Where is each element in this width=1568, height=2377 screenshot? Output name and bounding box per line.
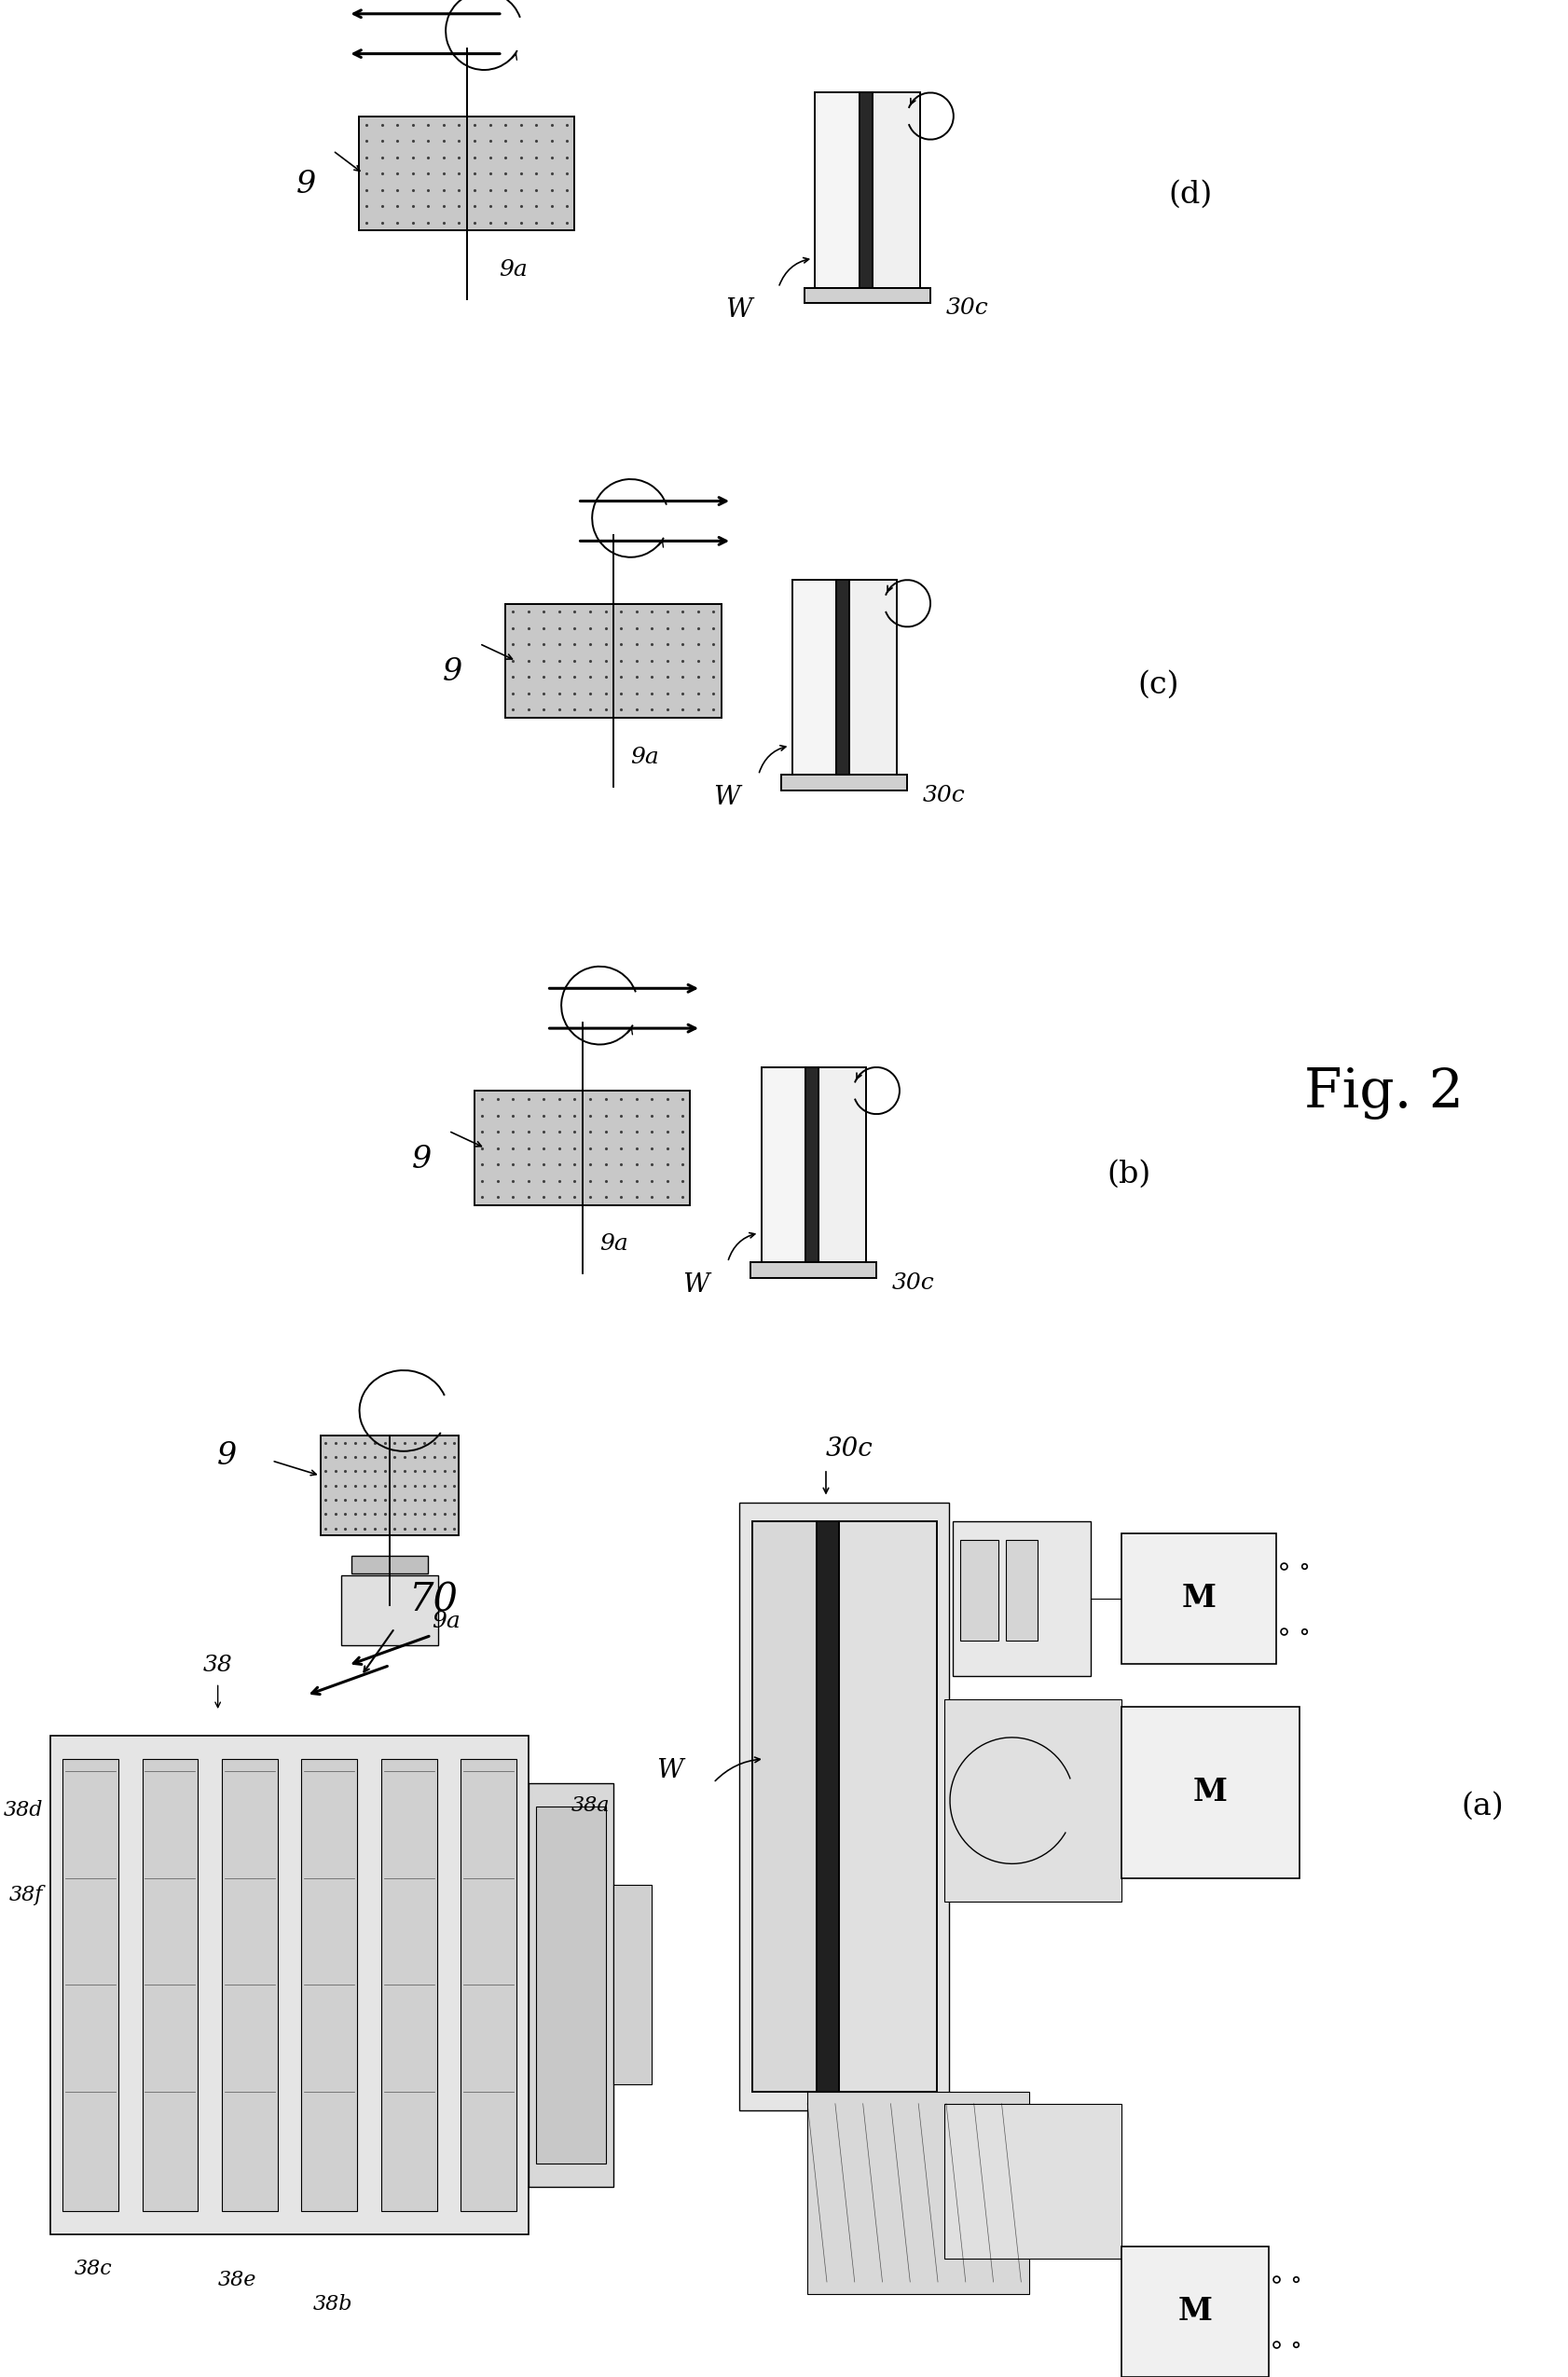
Text: W: W: [655, 1759, 682, 1783]
Text: 30c: 30c: [892, 1272, 935, 1293]
Bar: [839, 1521, 936, 2092]
Bar: [960, 1540, 997, 1640]
Bar: [859, 93, 872, 288]
Text: 9a: 9a: [431, 1612, 459, 1633]
Bar: [340, 1576, 437, 1645]
Text: (c): (c): [1137, 670, 1178, 699]
Bar: [351, 1555, 428, 1574]
Bar: [528, 1783, 613, 2187]
Text: 30c: 30c: [825, 1436, 873, 1462]
Bar: [750, 1262, 877, 1279]
Text: 38d: 38d: [3, 1799, 42, 1821]
Text: 9: 9: [296, 171, 315, 200]
Bar: [781, 775, 906, 792]
Bar: [613, 1885, 651, 2085]
Bar: [836, 580, 850, 775]
Bar: [1121, 1533, 1275, 1664]
Text: 30c: 30c: [946, 297, 988, 319]
Bar: [63, 1759, 118, 2211]
Text: M: M: [1193, 1778, 1228, 1807]
Text: 70: 70: [409, 1581, 458, 1619]
Bar: [808, 2092, 1029, 2294]
Text: 9a: 9a: [630, 746, 659, 768]
Text: 9a: 9a: [499, 259, 527, 280]
Text: 38b: 38b: [314, 2294, 353, 2315]
Bar: [1005, 1540, 1036, 1640]
Text: 9a: 9a: [599, 1234, 627, 1255]
Bar: [381, 1759, 436, 2211]
Bar: [1121, 1707, 1298, 1878]
Bar: [815, 93, 859, 288]
Bar: [301, 1759, 358, 2211]
Bar: [359, 116, 574, 231]
Bar: [536, 1807, 605, 2163]
Text: 38c: 38c: [74, 2258, 113, 2280]
Text: M: M: [1178, 2296, 1212, 2327]
Bar: [817, 1521, 839, 2092]
Bar: [751, 1521, 817, 2092]
Text: (a): (a): [1460, 1792, 1502, 1821]
Text: 38a: 38a: [571, 1795, 608, 1816]
Text: 38f: 38f: [9, 1885, 42, 1906]
Bar: [818, 1067, 866, 1262]
Bar: [1121, 2246, 1267, 2377]
Bar: [50, 1735, 528, 2234]
Bar: [804, 1067, 818, 1262]
Bar: [760, 1067, 804, 1262]
Bar: [944, 1700, 1121, 1902]
Bar: [739, 1502, 949, 2111]
Text: 38: 38: [202, 1654, 232, 1676]
Bar: [850, 580, 897, 775]
Text: 9: 9: [442, 658, 463, 687]
Bar: [505, 604, 721, 718]
Bar: [320, 1436, 459, 1536]
Text: W: W: [726, 297, 751, 323]
Bar: [952, 1521, 1090, 1676]
Text: (b): (b): [1105, 1160, 1149, 1188]
Text: (d): (d): [1168, 181, 1212, 209]
Text: W: W: [682, 1272, 709, 1298]
Text: M: M: [1181, 1583, 1215, 1614]
Bar: [944, 2104, 1121, 2258]
Bar: [221, 1759, 278, 2211]
Bar: [461, 1759, 516, 2211]
Bar: [872, 93, 919, 288]
Bar: [792, 580, 836, 775]
Text: 9: 9: [411, 1146, 431, 1174]
Bar: [804, 288, 930, 304]
Text: 38e: 38e: [218, 2270, 256, 2291]
Text: 9: 9: [216, 1440, 237, 1471]
Bar: [143, 1759, 198, 2211]
Text: Fig. 2: Fig. 2: [1303, 1067, 1463, 1120]
Bar: [474, 1091, 690, 1205]
Text: 30c: 30c: [922, 784, 966, 806]
Text: W: W: [712, 784, 739, 811]
